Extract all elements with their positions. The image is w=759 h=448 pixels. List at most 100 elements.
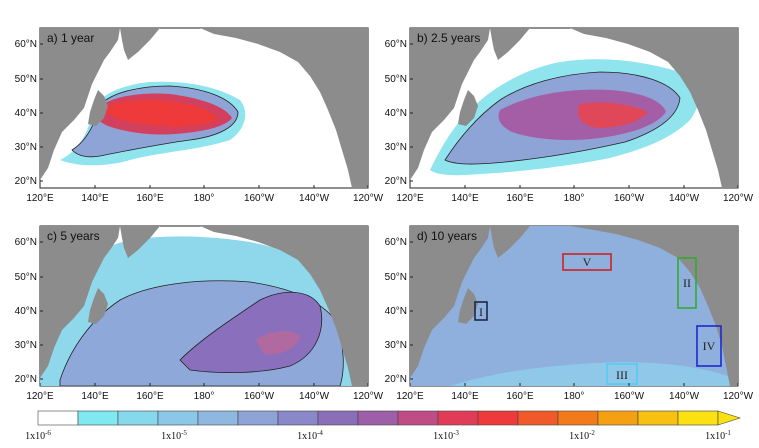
lat-tick-label: 30°N: [385, 142, 407, 153]
colorbar-tick-label: 1x10-3: [433, 429, 459, 442]
lon-tick-label: 120°W: [723, 391, 754, 402]
lat-tick-label: 20°N: [15, 176, 37, 187]
colorbar: [37, 410, 741, 426]
panel-b-land-asia: [410, 28, 490, 180]
colorbar-tick-label: 1x10-4: [297, 429, 323, 442]
region-v-box: [562, 253, 612, 271]
lon-tick-label: 140°W: [669, 391, 700, 402]
colorbar-segment: [157, 410, 199, 426]
lon-tick-label: 180°: [194, 391, 215, 402]
colorbar-tick-label: 1x10-6: [25, 429, 51, 442]
lon-tick-label: 120°E: [26, 193, 54, 204]
panel-b-tracer-peak: [578, 102, 648, 128]
panel-a: a) 1 year: [39, 27, 369, 189]
panel-a-land-kamchatka: [120, 28, 160, 60]
region-v-label: V: [583, 255, 592, 269]
colorbar-extend-arrow: [717, 410, 741, 426]
panel-c-land-kamchatka: [120, 226, 160, 258]
panel-a-land-japan: [88, 90, 108, 126]
lat-tick-label: 20°N: [15, 374, 37, 385]
lon-tick-label: 120°W: [353, 193, 384, 204]
lat-tick-label: 40°N: [385, 306, 407, 317]
lat-tick-label: 20°N: [385, 374, 407, 385]
region-iii-label: III: [616, 368, 628, 382]
panel-a-tracer-peak: [100, 100, 218, 127]
lat-tick-label: 50°N: [15, 272, 37, 283]
panel-c-land-japan: [88, 288, 108, 324]
latitude-tick-labels: 60°N 50°N 40°N 30°N 20°N 60°N 50°N 40°N 30°N 20°N…: [15, 39, 413, 385]
region-iv-label: IV: [703, 339, 716, 353]
panel-b-land-america: [570, 28, 738, 188]
colorbar-segment: [37, 410, 79, 426]
region-iii: III: [606, 363, 638, 385]
lat-tick-label: 50°N: [385, 74, 407, 85]
colorbar-segment: [197, 410, 239, 426]
lon-tick-label: 120°E: [26, 391, 54, 402]
panel-d-land-kamchatka: [490, 226, 530, 258]
region-i: I: [474, 301, 488, 321]
region-i-box: [474, 301, 488, 321]
region-iv-box: [696, 325, 722, 367]
lon-tick-label: 180°: [564, 193, 585, 204]
panel-d-tracer-band: [450, 362, 738, 386]
region-ii: II: [677, 257, 697, 309]
lat-tick-label: 40°N: [15, 108, 37, 119]
longitude-tick-labels: 120°E 140°E 160°E 180° 160°W 140°W 120°W 120°E 1…: [26, 185, 754, 402]
lon-tick-label: 140°E: [81, 391, 109, 402]
lon-tick-label: 120°E: [396, 193, 424, 204]
lon-tick-label: 160°W: [614, 391, 645, 402]
colorbar-tick-label: 1x10-1: [705, 429, 731, 442]
panel-d-land-asia: [410, 226, 490, 378]
lon-tick-label: 160°W: [614, 193, 645, 204]
region-v: V: [562, 253, 612, 271]
lat-tick-label: 40°N: [385, 108, 407, 119]
panel-b-land-kamchatka: [490, 28, 530, 60]
lon-tick-label: 140°E: [451, 391, 479, 402]
colorbar-segment: [477, 410, 519, 426]
colorbar-segment: [437, 410, 479, 426]
colorbar-tick-label: 1x10-5: [161, 429, 187, 442]
lon-tick-label: 160°E: [506, 391, 534, 402]
panel-b-title: b) 2.5 years: [417, 31, 480, 45]
colorbar-segment: [517, 410, 559, 426]
region-ii-box: [677, 257, 697, 309]
lat-tick-label: 60°N: [385, 39, 407, 50]
lon-tick-label: 160°E: [136, 391, 164, 402]
lat-tick-label: 60°N: [385, 237, 407, 248]
colorbar-segment: [637, 410, 679, 426]
colorbar-segment: [677, 410, 719, 426]
lon-tick-label: 140°E: [81, 193, 109, 204]
colorbar-tick-label: 1x10-2: [569, 429, 595, 442]
lat-tick-label: 30°N: [15, 142, 37, 153]
region-ii-label: II: [683, 276, 691, 290]
panel-c-tracer-high: [179, 291, 323, 373]
panel-a-land-america: [200, 28, 368, 188]
colorbar-segment: [277, 410, 319, 426]
panel-c-land-asia: [40, 226, 120, 378]
lon-tick-label: 160°W: [244, 391, 275, 402]
lon-tick-label: 120°W: [723, 193, 754, 204]
panel-d-land-japan: [458, 288, 478, 324]
colorbar-segment: [397, 410, 439, 426]
lon-tick-label: 140°W: [299, 391, 330, 402]
colorbar-tick-labels: 1x10-6 1x10-5 1x10-4 1x10-3 1x10-2 1x10-1: [25, 429, 731, 442]
panel-d: d) 10 years I II III IV V: [409, 225, 739, 387]
lon-tick-label: 120°E: [396, 391, 424, 402]
lon-tick-label: 160°E: [136, 193, 164, 204]
lon-tick-label: 160°W: [244, 193, 275, 204]
lon-tick-label: 140°E: [451, 193, 479, 204]
region-i-label: I: [479, 305, 483, 319]
panel-b: b) 2.5 years: [409, 27, 739, 189]
panel-c-land-america: [200, 226, 368, 386]
lat-tick-label: 50°N: [15, 74, 37, 85]
panel-c-tracer-peak: [256, 331, 300, 355]
panel-d-title: d) 10 years: [417, 229, 477, 243]
lat-tick-label: 60°N: [15, 39, 37, 50]
panel-a-land-asia: [40, 28, 120, 180]
lon-tick-label: 180°: [564, 391, 585, 402]
colorbar-segment: [317, 410, 359, 426]
colorbar-segment: [77, 410, 119, 426]
panel-c: c) 5 years: [39, 225, 369, 387]
lon-tick-label: 140°W: [669, 193, 700, 204]
